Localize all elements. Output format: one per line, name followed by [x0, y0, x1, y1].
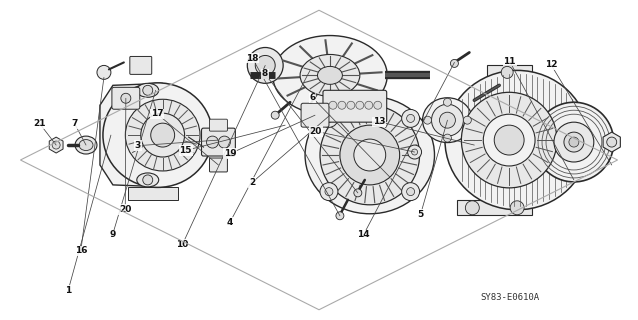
Circle shape — [354, 139, 386, 171]
Circle shape — [408, 145, 422, 159]
Circle shape — [431, 104, 463, 136]
Circle shape — [52, 141, 60, 149]
Text: 1: 1 — [65, 286, 71, 295]
Circle shape — [483, 114, 535, 166]
Polygon shape — [49, 137, 63, 153]
Text: 21: 21 — [33, 119, 46, 128]
Ellipse shape — [125, 99, 200, 171]
Circle shape — [329, 101, 337, 109]
Circle shape — [440, 112, 456, 128]
FancyBboxPatch shape — [130, 56, 152, 74]
Circle shape — [356, 101, 364, 109]
Circle shape — [255, 55, 275, 76]
Circle shape — [336, 212, 344, 220]
Circle shape — [340, 125, 399, 185]
Text: 6: 6 — [309, 93, 316, 102]
Circle shape — [465, 201, 479, 215]
Circle shape — [463, 116, 471, 124]
Polygon shape — [100, 83, 163, 187]
FancyBboxPatch shape — [209, 119, 227, 131]
Text: SY83-E0610A: SY83-E0610A — [480, 293, 539, 302]
Circle shape — [151, 123, 175, 147]
Text: 12: 12 — [545, 60, 557, 69]
Ellipse shape — [422, 98, 472, 143]
Circle shape — [402, 109, 420, 127]
Text: 14: 14 — [357, 230, 370, 239]
Ellipse shape — [79, 140, 93, 150]
Text: 20: 20 — [119, 205, 131, 214]
Circle shape — [320, 183, 338, 201]
Text: 3: 3 — [135, 141, 141, 150]
Circle shape — [554, 122, 594, 162]
Text: 17: 17 — [151, 109, 163, 118]
Circle shape — [412, 149, 417, 155]
Ellipse shape — [103, 83, 212, 188]
Ellipse shape — [318, 67, 343, 84]
Circle shape — [347, 101, 355, 109]
Circle shape — [461, 92, 557, 188]
Circle shape — [374, 101, 382, 109]
Circle shape — [354, 189, 362, 197]
Circle shape — [402, 183, 420, 201]
Circle shape — [564, 132, 584, 152]
Text: 5: 5 — [417, 210, 424, 219]
Circle shape — [271, 111, 279, 119]
Circle shape — [320, 105, 420, 205]
Text: 20: 20 — [309, 127, 322, 136]
Circle shape — [569, 137, 579, 147]
Text: 10: 10 — [176, 240, 189, 249]
Circle shape — [406, 188, 415, 196]
Circle shape — [325, 188, 333, 196]
Circle shape — [406, 115, 415, 122]
Circle shape — [534, 102, 614, 182]
Circle shape — [338, 101, 346, 109]
Text: 11: 11 — [503, 57, 516, 66]
Polygon shape — [128, 187, 177, 200]
Circle shape — [501, 67, 513, 78]
FancyBboxPatch shape — [209, 158, 227, 172]
Text: 7: 7 — [71, 119, 78, 128]
Text: 9: 9 — [109, 230, 115, 239]
FancyBboxPatch shape — [112, 87, 140, 109]
Text: 8: 8 — [262, 69, 268, 78]
Text: 18: 18 — [246, 53, 258, 62]
Circle shape — [443, 98, 452, 106]
Polygon shape — [603, 132, 620, 152]
Circle shape — [207, 136, 218, 148]
Circle shape — [218, 136, 230, 148]
Text: 4: 4 — [227, 218, 234, 227]
Ellipse shape — [272, 36, 387, 115]
Circle shape — [365, 101, 373, 109]
FancyBboxPatch shape — [323, 90, 387, 122]
Circle shape — [121, 93, 131, 103]
FancyBboxPatch shape — [202, 128, 235, 156]
Text: 13: 13 — [373, 117, 385, 126]
Circle shape — [494, 125, 524, 155]
Circle shape — [248, 47, 283, 83]
Ellipse shape — [445, 70, 590, 210]
Ellipse shape — [137, 83, 159, 97]
Polygon shape — [487, 65, 532, 80]
Polygon shape — [457, 200, 532, 215]
Circle shape — [97, 65, 111, 79]
Ellipse shape — [300, 54, 360, 96]
Text: 16: 16 — [75, 246, 87, 255]
Circle shape — [325, 115, 333, 122]
Ellipse shape — [305, 96, 434, 214]
Circle shape — [607, 137, 617, 147]
Circle shape — [143, 85, 152, 95]
Circle shape — [443, 134, 452, 142]
Text: 19: 19 — [224, 149, 237, 158]
Circle shape — [450, 60, 458, 68]
Circle shape — [143, 175, 152, 185]
Circle shape — [510, 201, 524, 215]
Ellipse shape — [75, 136, 97, 154]
Circle shape — [424, 116, 431, 124]
FancyBboxPatch shape — [301, 103, 329, 127]
Text: 15: 15 — [179, 146, 192, 155]
Circle shape — [141, 113, 184, 157]
Text: 2: 2 — [249, 178, 255, 187]
Circle shape — [320, 109, 338, 127]
Ellipse shape — [137, 173, 159, 187]
